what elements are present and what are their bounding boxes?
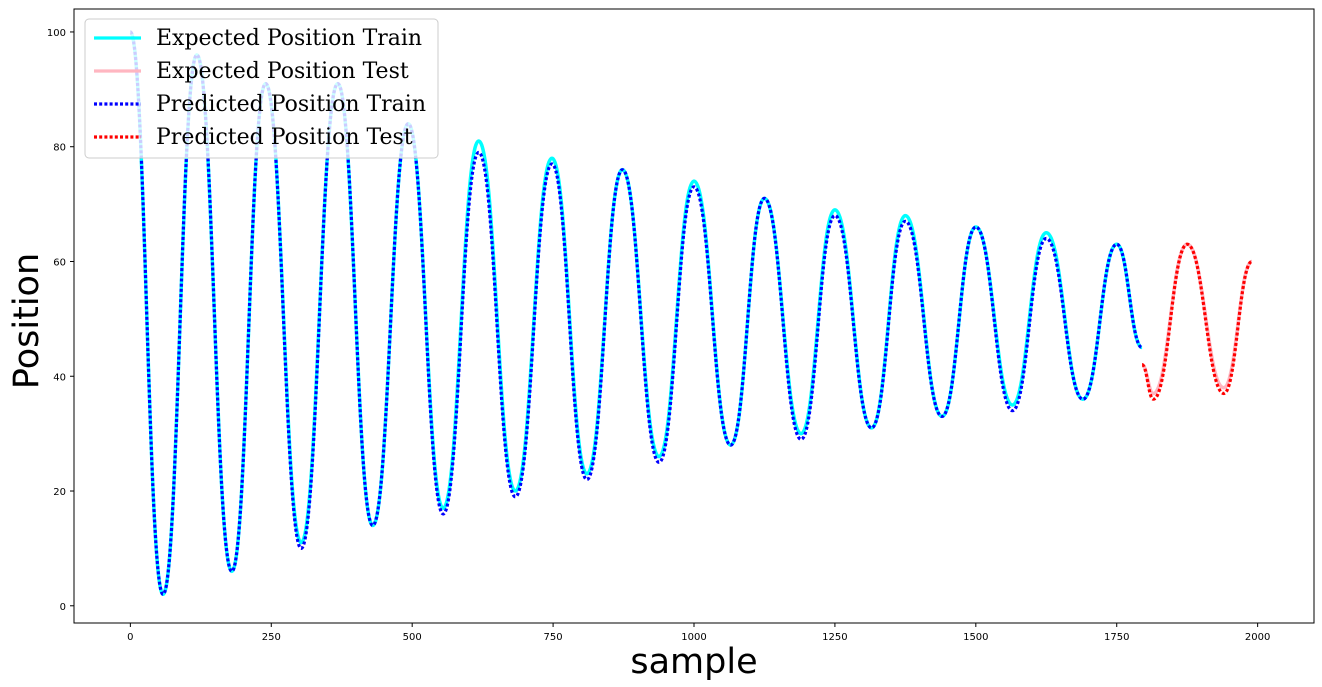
x-tick-label: 1500: [963, 632, 988, 643]
legend-label-0: Expected Position Train: [156, 26, 422, 51]
y-tick-label: 20: [53, 487, 66, 498]
legend-box: [84, 18, 439, 159]
x-tick-label: 1000: [681, 632, 706, 643]
y-tick-label: 100: [47, 28, 66, 39]
x-tick-label: 750: [544, 632, 563, 643]
y-tick-label: 60: [53, 257, 66, 268]
series-line-1: [1141, 242, 1254, 396]
legend-label-1: Expected Position Test: [156, 59, 409, 84]
y-tick-label: 40: [53, 372, 66, 383]
x-axis: 0 250 500 750 1000 1250 1500 1750 2000: [127, 623, 1270, 643]
y-tick-label: 0: [60, 602, 66, 613]
y-axis-title: Position: [7, 253, 47, 389]
x-tick-label: 2000: [1245, 632, 1270, 643]
legend-label-3: Predicted Position Test: [156, 125, 413, 150]
x-tick-label: 250: [262, 632, 281, 643]
x-tick-label: 0: [127, 632, 133, 643]
legend-label-2: Predicted Position Train: [156, 92, 426, 117]
x-tick-label: 1750: [1104, 632, 1129, 643]
series-line-3: [1140, 242, 1254, 401]
x-axis-title: sample: [630, 642, 757, 682]
x-tick-label: 500: [403, 632, 422, 643]
legend: Expected Position Train Expected Position…: [84, 18, 439, 159]
y-axis: 0 20 40 60 80 100: [47, 28, 74, 613]
y-tick-label: 80: [53, 143, 66, 154]
x-tick-label: 1250: [822, 632, 847, 643]
